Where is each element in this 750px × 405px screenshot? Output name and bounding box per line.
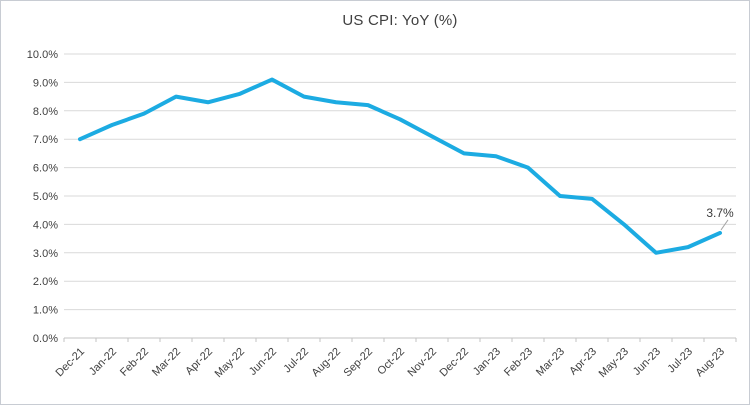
x-axis-label: Apr-22 xyxy=(183,346,215,378)
y-axis-label: 7.0% xyxy=(33,134,58,146)
x-axis-label: Sep-22 xyxy=(342,346,376,380)
x-axis-label: Aug-23 xyxy=(694,346,728,380)
y-axis-label: 9.0% xyxy=(33,77,58,89)
y-axis-label: 3.0% xyxy=(33,248,58,260)
x-axis-label: Nov-22 xyxy=(406,346,440,380)
x-axis-label: Jan-23 xyxy=(471,346,503,378)
x-axis-label: Jul-22 xyxy=(281,346,311,376)
x-axis-label: Jun-23 xyxy=(631,346,663,378)
x-axis-label: May-23 xyxy=(597,346,631,380)
x-axis-label: Dec-22 xyxy=(438,346,472,380)
x-axis-label: Mar-23 xyxy=(534,346,567,379)
x-axis-label: Mar-22 xyxy=(150,346,183,379)
y-axis-label: 4.0% xyxy=(33,219,58,231)
x-axis-label: Feb-22 xyxy=(118,346,151,379)
y-axis-label: 1.0% xyxy=(33,305,58,317)
x-axis-label: Feb-23 xyxy=(502,346,535,379)
y-axis-label: 8.0% xyxy=(33,106,58,118)
x-axis-label: Jul-23 xyxy=(665,346,695,376)
y-axis-label: 6.0% xyxy=(33,163,58,175)
y-axis-label: 10.0% xyxy=(27,49,58,61)
x-axis-label: Oct-22 xyxy=(375,346,407,378)
annotation-leader-line xyxy=(720,219,729,231)
x-axis-label: Apr-23 xyxy=(567,346,599,378)
x-axis-label: May-22 xyxy=(213,346,247,380)
cpi-line-series xyxy=(78,77,722,255)
y-axis-label: 5.0% xyxy=(33,191,58,203)
y-axis-label: 0.0% xyxy=(33,333,58,345)
y-axis-label: 2.0% xyxy=(33,276,58,288)
x-axis-label: Aug-22 xyxy=(310,346,344,380)
x-axis-label: Jan-22 xyxy=(87,346,119,378)
chart-title: US CPI: YoY (%) xyxy=(342,12,458,29)
last-value-label: 3.7% xyxy=(706,206,734,220)
x-axis-label: Dec-21 xyxy=(54,346,88,380)
x-axis-label: Jun-22 xyxy=(247,346,279,378)
